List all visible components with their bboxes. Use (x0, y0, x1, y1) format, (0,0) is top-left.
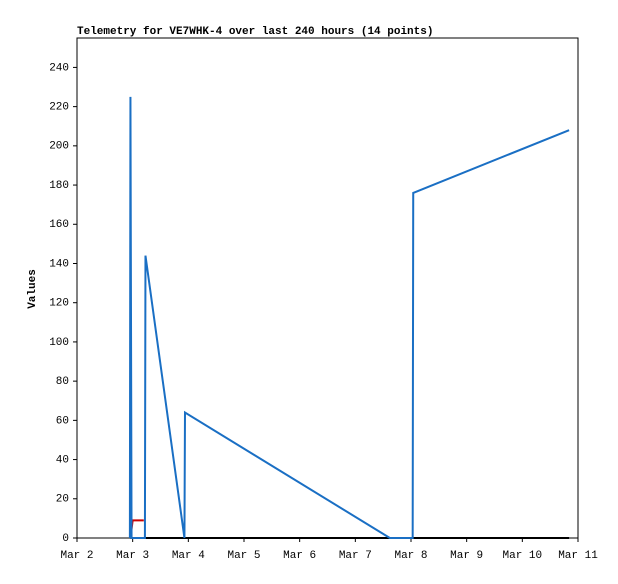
y-tick-label: 120 (49, 298, 69, 310)
y-tick-label: 0 (62, 533, 69, 545)
y-tick-label: 240 (49, 62, 69, 74)
y-axis-label: Values (27, 269, 39, 309)
y-tick-label: 80 (56, 376, 69, 388)
y-tick-label: 100 (49, 337, 69, 349)
x-tick-label: Mar 5 (227, 550, 260, 562)
x-tick-label: Mar 3 (116, 550, 149, 562)
y-tick-label: 20 (56, 494, 69, 506)
chart-title: Telemetry for VE7WHK-4 over last 240 hou… (77, 26, 433, 38)
y-tick-label: 180 (49, 180, 69, 192)
x-tick-label: Mar 2 (60, 550, 93, 562)
x-tick-label: Mar 4 (172, 550, 205, 562)
y-tick-label: 220 (49, 102, 69, 114)
plot-frame (76, 37, 579, 539)
y-tick-label: 40 (56, 454, 69, 466)
y-tick-label: 140 (49, 258, 69, 270)
x-tick-label: Mar 8 (394, 550, 427, 562)
y-tick-label: 60 (56, 415, 69, 427)
x-tick-label: Mar 6 (283, 550, 316, 562)
y-tick-label: 200 (49, 141, 69, 153)
x-tick-label: Mar 11 (558, 550, 598, 562)
x-tick-label: Mar 9 (450, 550, 483, 562)
x-tick-label: Mar 10 (503, 550, 543, 562)
x-tick-label: Mar 7 (339, 550, 372, 562)
line-series (128, 96, 570, 539)
y-tick-label: 160 (49, 219, 69, 231)
